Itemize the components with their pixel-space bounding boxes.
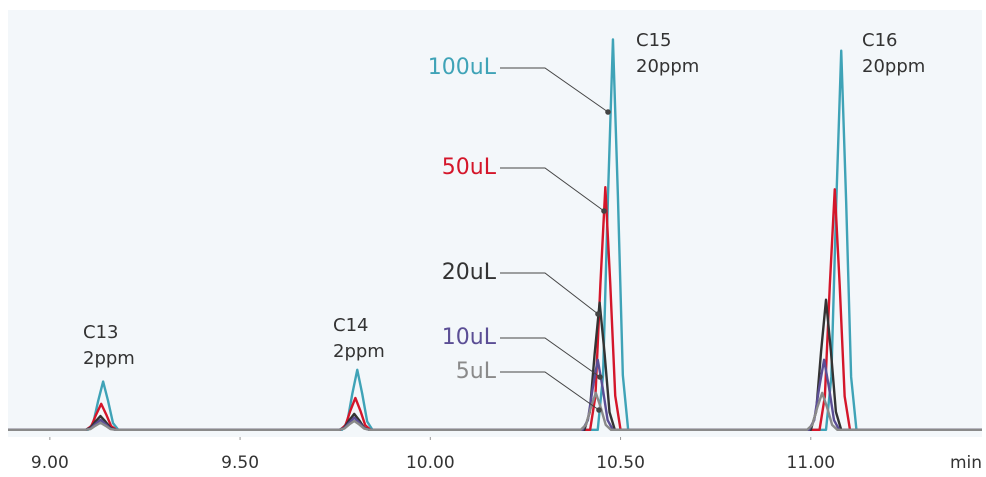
leader-dot [605,109,611,115]
leader-line [500,67,609,113]
leader-dot [595,311,601,317]
series-label: 5uL [456,359,497,384]
peak-concentration: 2ppm [83,348,135,369]
peak-name: C15 [636,30,671,51]
peak-concentration: 20ppm [862,56,925,77]
leader-line [500,371,600,411]
x-tick-label: 11.00 [786,453,835,473]
peak-concentration: 20ppm [636,56,699,77]
leader-line [500,272,599,315]
series-label: 20uL [442,260,497,285]
peak-name: C16 [862,30,897,51]
x-tick-label: 9.50 [221,453,259,473]
leader-dot [596,407,602,413]
leader-dot [601,208,607,214]
leader-line [500,337,601,378]
x-tick-label: 9.00 [31,453,69,473]
x-tick-label: 10.50 [596,453,645,473]
x-tick-label: 10.00 [406,453,455,473]
leader-line [500,167,605,212]
x-axis-label: min [950,453,982,473]
peak-concentration: 2ppm [333,341,385,362]
peak-name: C14 [333,315,368,336]
peak-name: C13 [83,322,118,343]
series-label: 100uL [428,55,497,80]
series-label: 10uL [442,325,497,350]
series-line [8,391,982,432]
series-label: 50uL [442,155,497,180]
leader-dot [597,374,603,380]
